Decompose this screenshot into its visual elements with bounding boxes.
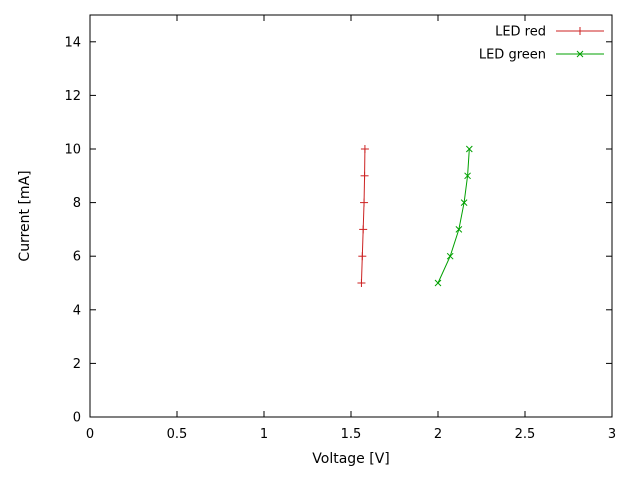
series-line-led-red (360, 148, 366, 284)
y-tick-label: 10 (64, 143, 81, 158)
y-tick-label: 4 (73, 303, 81, 318)
y-tick-label: 2 (73, 357, 81, 372)
y-tick-label: 0 (73, 411, 81, 426)
y-axis-label: Current [mA] (17, 170, 33, 262)
x-tick-label: 0 (86, 427, 94, 442)
y-tick-label: 12 (64, 89, 81, 104)
y-tick-label: 14 (64, 35, 81, 50)
x-tick-label: 0.5 (167, 427, 188, 442)
x-tick-label: 2 (434, 427, 442, 442)
legend-label-led-red: LED red (495, 25, 546, 40)
x-tick-label: 1 (260, 427, 268, 442)
x-tick-label: 3 (608, 427, 616, 442)
x-axis-label: Voltage [V] (312, 451, 390, 467)
series-line-led-green (437, 148, 470, 284)
x-tick-label: 2.5 (515, 427, 536, 442)
y-tick-label: 8 (73, 196, 81, 211)
y-tick-label: 6 (73, 250, 81, 265)
x-tick-label: 1.5 (341, 427, 362, 442)
legend-label-led-green: LED green (479, 48, 546, 63)
